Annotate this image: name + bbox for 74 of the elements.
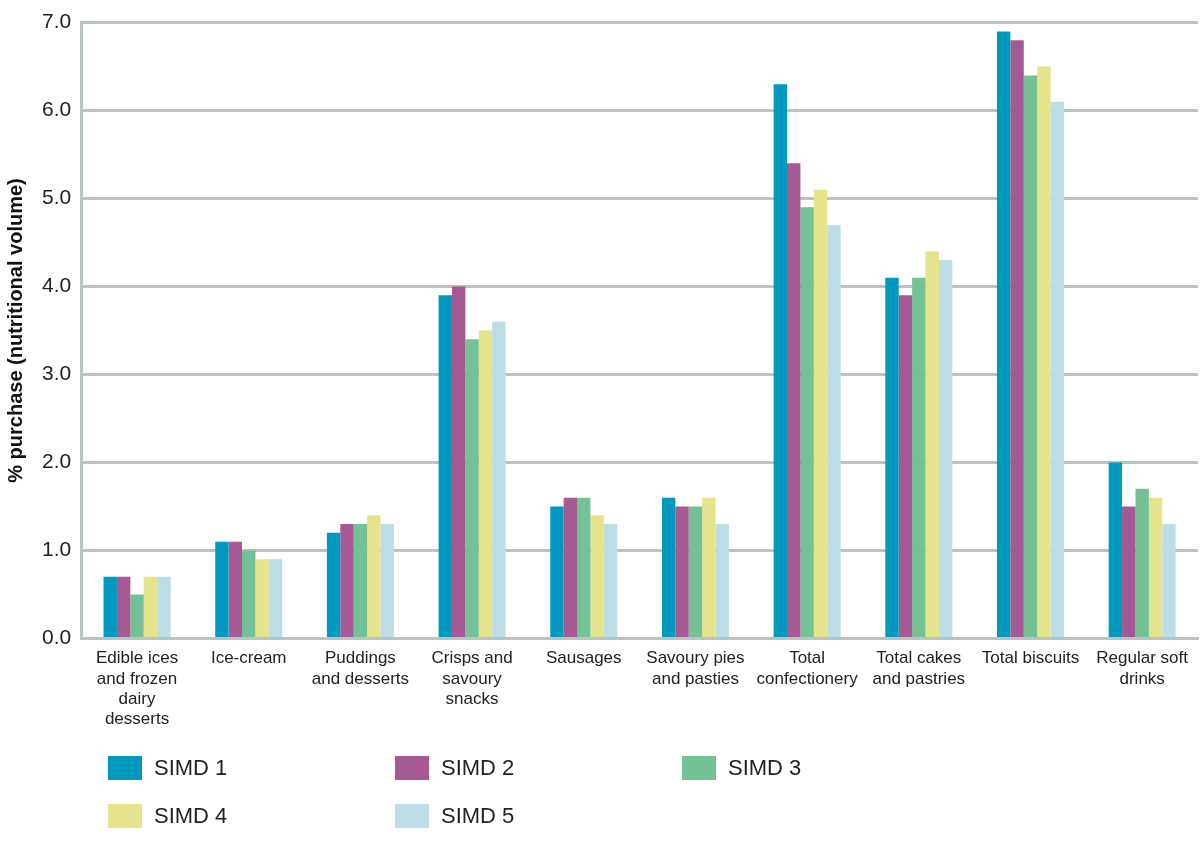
bar <box>1148 497 1163 637</box>
bar <box>550 506 564 637</box>
bar <box>492 321 506 637</box>
bar <box>215 541 229 637</box>
x-tick-label: Ice-cream <box>210 648 287 668</box>
bar <box>1108 462 1123 637</box>
y-tick-label: 5.0 <box>41 185 72 209</box>
bar <box>380 524 394 637</box>
x-tick-label: Total cakes and pastries <box>872 648 966 688</box>
x-tick-label: Edible ices and frozen dairy desserts <box>95 648 179 729</box>
bar <box>353 524 368 637</box>
bar <box>130 594 144 637</box>
bar <box>268 559 283 637</box>
bar <box>715 524 729 637</box>
x-tick-label: Sausages <box>545 648 622 668</box>
bar <box>912 277 926 637</box>
bar <box>898 295 913 637</box>
bar <box>827 224 841 637</box>
y-tick-label: 6.0 <box>41 97 72 121</box>
bar <box>1122 506 1136 637</box>
bar <box>661 497 676 637</box>
bar <box>885 277 899 637</box>
bar <box>367 515 381 637</box>
bar <box>326 532 341 637</box>
y-tick-label: 1.0 <box>41 537 72 561</box>
bar <box>925 251 939 637</box>
bar <box>1037 66 1051 637</box>
x-tick-label: Savoury pies and pasties <box>646 648 745 688</box>
x-tick-label: Total confectionery <box>756 648 859 688</box>
bar <box>938 260 953 637</box>
y-tick-label: 4.0 <box>41 273 72 297</box>
x-tick-label: Total biscuits <box>981 648 1080 668</box>
bar <box>255 559 269 637</box>
bar <box>577 497 591 637</box>
bar <box>438 295 452 637</box>
bar <box>590 515 604 637</box>
y-tick-label: 3.0 <box>41 361 72 385</box>
legend-label: SIMD 4 <box>153 803 229 829</box>
y-tick-label: 7.0 <box>41 9 72 33</box>
bar <box>478 330 493 637</box>
bar <box>563 497 578 637</box>
bar <box>228 541 243 637</box>
x-tick-label: Regular soft drinks <box>1096 648 1189 688</box>
y-tick-label: 2.0 <box>41 449 72 473</box>
legend-label: SIMD 5 <box>440 803 516 829</box>
bar <box>465 339 479 637</box>
bar <box>143 576 158 637</box>
bar <box>688 506 703 637</box>
bar <box>1050 101 1064 637</box>
bar <box>1010 40 1024 637</box>
bar <box>787 163 801 637</box>
bar <box>340 524 354 637</box>
bar <box>116 576 131 637</box>
legend-label: SIMD 2 <box>440 755 516 781</box>
bar <box>157 576 171 637</box>
y-tick-label: 0.0 <box>41 625 72 649</box>
bar <box>1135 488 1149 637</box>
bar <box>451 286 466 637</box>
x-tick-label: Puddings and desserts <box>311 648 410 688</box>
legend-label: SIMD 1 <box>153 755 229 781</box>
bar <box>675 506 689 637</box>
legend-label: SIMD 3 <box>727 755 803 781</box>
bar <box>702 497 716 637</box>
y-axis-title: % purchase (nutritional volume) <box>3 178 26 483</box>
x-tick-label: Crisps and savoury snacks <box>431 648 513 709</box>
bar <box>1023 75 1038 637</box>
bar <box>800 207 814 637</box>
bar <box>773 84 788 637</box>
bar <box>103 576 117 637</box>
bar <box>603 524 618 637</box>
bar <box>242 550 256 637</box>
bar <box>813 189 828 637</box>
bar <box>1162 524 1176 637</box>
bar <box>996 31 1011 637</box>
